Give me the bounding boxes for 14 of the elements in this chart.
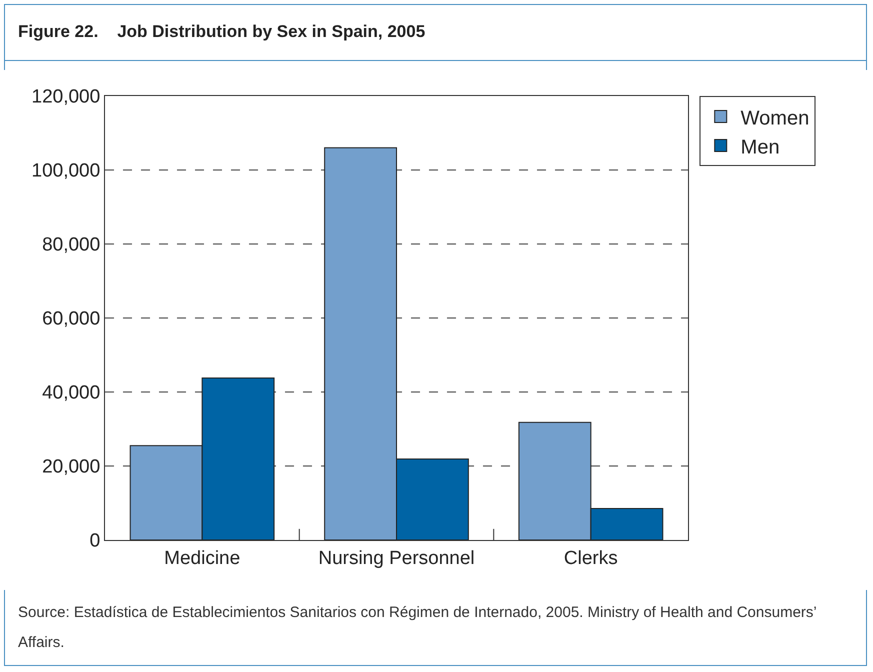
legend-label: Women — [740, 107, 810, 130]
y-tick-label: 120,000 — [32, 86, 100, 108]
y-tick-label: 0 — [90, 530, 100, 552]
source-note: Source: Estadística de Establecimientos Sanitarios con Régimen de Internado, 2005. Ministry of Health and Consumers’ Affairs. — [18, 603, 818, 653]
x-tick-label: Nursing Personnel — [318, 548, 475, 569]
y-tick-label: 20,000 — [42, 456, 100, 478]
chart-title: Figure 22. Job Distribution by Sex in Spain, 2005 — [18, 22, 426, 42]
y-tick-label: 80,000 — [42, 234, 100, 256]
legend-label: Men — [740, 136, 780, 158]
y-tick-label: 100,000 — [32, 160, 100, 182]
x-tick-label: Clerks — [564, 548, 618, 569]
y-tick-label: 60,000 — [42, 308, 100, 330]
x-tick-label: Medicine — [164, 548, 240, 569]
y-tick-label: 40,000 — [42, 382, 100, 404]
